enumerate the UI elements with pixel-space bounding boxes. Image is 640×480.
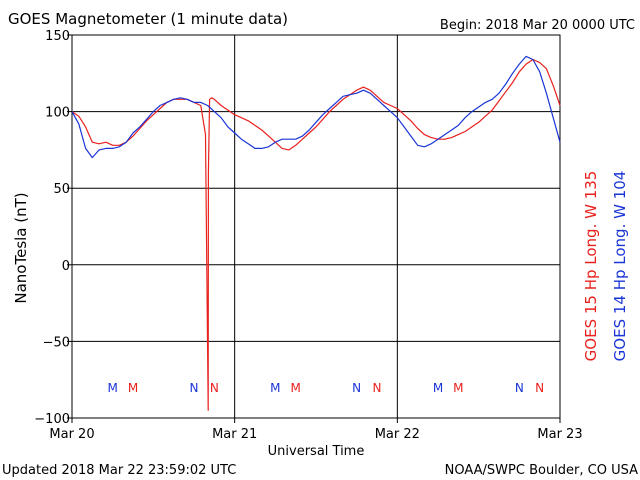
y-tick-label: −50	[43, 335, 70, 350]
series-line-goes14	[71, 55, 561, 159]
goes14-marker: M	[107, 381, 117, 395]
goes15-marker: N	[373, 381, 382, 395]
y-tick-label: −100	[34, 412, 70, 427]
y-tick-label: 100	[45, 106, 70, 121]
grid-lines	[72, 35, 560, 418]
y-tick-label: 150	[45, 29, 70, 44]
goes14-marker: N	[515, 381, 524, 395]
y-tick-label: 0	[62, 259, 70, 274]
goes14-marker: N	[190, 381, 199, 395]
x-tick-label: Mar 20	[49, 427, 94, 442]
x-tick-label: Mar 23	[537, 427, 582, 442]
begin-time: Begin: 2018 Mar 20 0000 UTC	[440, 18, 635, 33]
updated-timestamp: Updated 2018 Mar 22 23:59:02 UTC	[2, 463, 236, 478]
x-tick-labels: Mar 20 Mar 21 Mar 22 Mar 23	[49, 418, 583, 442]
goes15-marker: M	[128, 381, 138, 395]
annotation-markers: M N M N M NM N M N M N	[107, 381, 544, 395]
goes14-marker: N	[352, 381, 361, 395]
goes15-marker: N	[535, 381, 544, 395]
plot-frame	[71, 34, 561, 419]
chart-title: GOES Magnetometer (1 minute data)	[8, 10, 288, 28]
goes15-marker: N	[210, 381, 219, 395]
legend-goes15: GOES 15 Hp Long. W 135	[582, 171, 600, 362]
x-axis-label: Universal Time	[268, 444, 365, 459]
series-line-goes15	[71, 58, 561, 411]
y-tick-label: 50	[53, 182, 70, 197]
goes14-marker: M	[433, 381, 443, 395]
x-tick-label: Mar 22	[375, 427, 420, 442]
goes15-marker: M	[290, 381, 300, 395]
y-axis-label: NanoTesla (nT)	[12, 192, 30, 303]
credit-text: NOAA/SWPC Boulder, CO USA	[445, 463, 638, 478]
goes14-marker: M	[270, 381, 280, 395]
goes15-marker: M	[453, 381, 463, 395]
plot-area: M N M N M NM N M N M N	[71, 34, 561, 419]
x-tick-label: Mar 21	[212, 427, 257, 442]
series-layer	[71, 55, 561, 411]
legend-goes14: GOES 14 Hp Long. W 104	[611, 171, 629, 362]
y-tick-labels: 150 100 50 0 −50 −100	[34, 29, 72, 427]
